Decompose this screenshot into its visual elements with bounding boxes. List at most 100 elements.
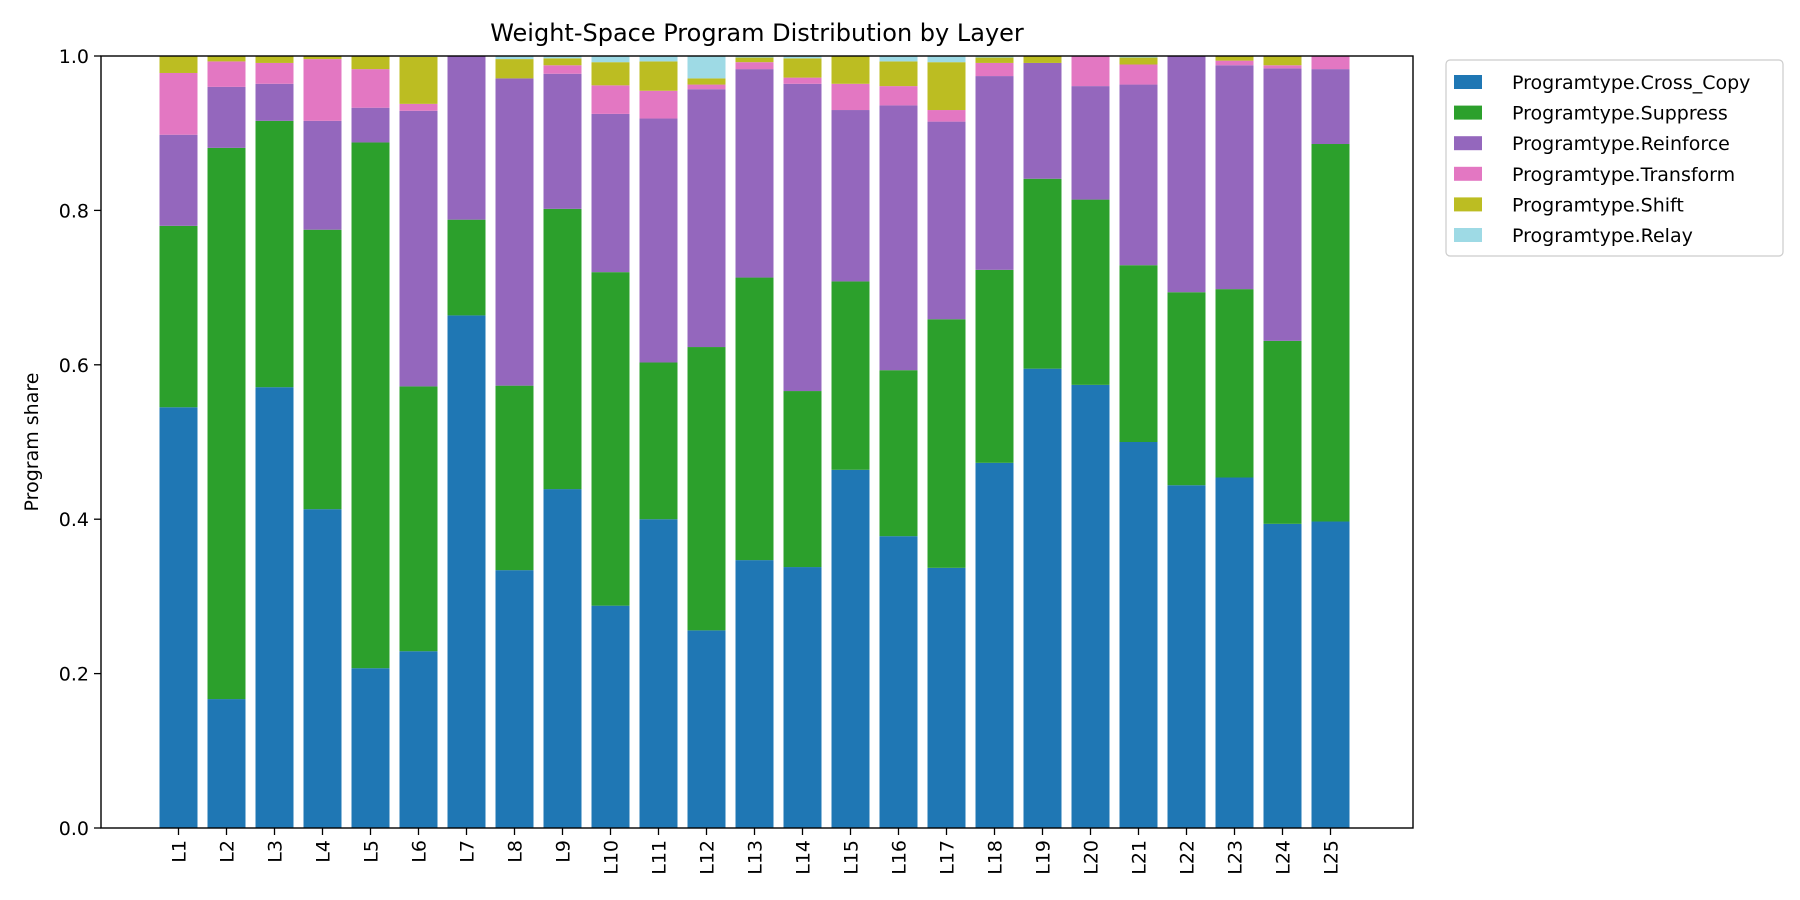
y-tick-label: 0.6: [59, 355, 89, 377]
bar-segment-L13-cross-copy: [735, 560, 774, 828]
bar-segment-L22-suppress: [1167, 292, 1206, 486]
bar-segment-L18-transform: [975, 62, 1014, 77]
bar-segment-L19-reinforce: [1023, 62, 1062, 179]
bar-segment-L25-cross-copy: [1311, 521, 1350, 828]
bar-segment-L14-reinforce: [783, 83, 822, 392]
bar-segment-L15-suppress: [831, 281, 870, 470]
y-axis: 0.0 0.2 0.4 0.6 0.8 1.0: [59, 46, 101, 840]
bar-segment-L14-transform: [783, 77, 822, 84]
bar-segment-L7-cross-copy: [447, 315, 486, 828]
bar-segment-L4-reinforce: [303, 120, 342, 230]
x-tick-label: L8: [505, 840, 527, 863]
x-tick-label: L25: [1321, 840, 1343, 875]
x-tick-label: L1: [169, 840, 191, 863]
y-tick-label: 0.8: [59, 200, 89, 222]
bar-segment-L23-cross-copy: [1215, 477, 1254, 828]
bar-segment-L24-transform: [1263, 65, 1302, 69]
bar-segment-L4-transform: [303, 59, 342, 121]
bar-segment-L19-suppress: [1023, 178, 1062, 369]
bar-segment-L24-shift: [1263, 56, 1302, 66]
bar-segment-L17-shift: [927, 62, 966, 111]
bar-segment-L16-cross-copy: [879, 536, 918, 828]
bar-segment-L22-cross-copy: [1167, 485, 1206, 828]
bar-segment-L21-reinforce: [1119, 84, 1158, 266]
x-tick-label: L18: [985, 840, 1007, 875]
x-tick-label: L2: [217, 840, 239, 863]
bar-segment-L13-relay: [735, 56, 774, 58]
bar-segment-L15-reinforce: [831, 110, 870, 282]
y-tick-label: 0.4: [59, 509, 89, 531]
bar-segment-L3-reinforce: [255, 83, 294, 121]
bar-segment-L3-transform: [255, 62, 294, 84]
bar-segment-L25-reinforce: [1311, 69, 1350, 144]
bar-segment-L11-cross-copy: [639, 519, 678, 828]
bar-segment-L16-suppress: [879, 370, 918, 537]
bar-segment-L2-transform: [207, 61, 246, 87]
x-tick-label: L5: [361, 840, 383, 863]
bar-segment-L8-cross-copy: [495, 570, 534, 828]
bar-segment-L19-cross-copy: [1023, 368, 1062, 828]
bar-segment-L8-reinforce: [495, 78, 534, 386]
legend-swatch: [1454, 136, 1482, 151]
bar-segment-L2-cross-copy: [207, 699, 246, 828]
bar-segment-L6-shift: [399, 56, 438, 104]
legend: Programtype.Cross_Copy Programtype.Suppre…: [1445, 59, 1784, 257]
bar-segment-L4-cross-copy: [303, 509, 342, 828]
legend-label: Programtype.Transform: [1512, 164, 1735, 186]
bar-segment-L8-relay: [495, 56, 534, 60]
bar-segment-L23-reinforce: [1215, 65, 1254, 290]
bars-layer: [159, 56, 1350, 828]
bar-segment-L20-reinforce: [1071, 86, 1110, 200]
bar-segment-L24-cross-copy: [1263, 523, 1302, 828]
bar-segment-L6-transform: [399, 103, 438, 111]
bar-segment-L1-shift: [159, 56, 198, 73]
bar-segment-L16-relay: [879, 56, 918, 62]
x-tick-label: L16: [889, 840, 911, 875]
bar-segment-L6-cross-copy: [399, 651, 438, 828]
bar-segment-L10-relay: [591, 56, 630, 63]
bar-segment-L2-suppress: [207, 147, 246, 700]
bar-segment-L10-shift: [591, 62, 630, 86]
bar-segment-L5-transform: [351, 69, 390, 108]
bar-segment-L12-reinforce: [687, 89, 726, 348]
x-tick-label: L24: [1273, 840, 1295, 875]
bar-segment-L24-reinforce: [1263, 68, 1302, 341]
y-tick-label: 1.0: [59, 46, 89, 68]
bar-segment-L21-relay: [1119, 56, 1158, 58]
bar-segment-L25-transform: [1311, 56, 1350, 70]
y-tick-label: 0.2: [59, 664, 89, 686]
bar-segment-L11-reinforce: [639, 118, 678, 363]
legend-swatch: [1454, 228, 1482, 242]
bar-segment-L13-shift: [735, 57, 774, 63]
bar-segment-L6-reinforce: [399, 110, 438, 387]
y-tick-label: 0.0: [59, 818, 89, 840]
bar-segment-L3-suppress: [255, 120, 294, 388]
bar-segment-L2-reinforce: [207, 86, 246, 148]
bar-segment-L7-reinforce: [447, 56, 486, 220]
x-tick-label: L10: [601, 840, 623, 875]
bar-segment-L1-cross-copy: [159, 407, 198, 828]
bar-segment-L20-suppress: [1071, 199, 1110, 385]
bar-segment-L10-suppress: [591, 272, 630, 606]
bar-segment-L15-transform: [831, 83, 870, 111]
bar-segment-L9-reinforce: [543, 73, 582, 209]
bar-segment-L9-suppress: [543, 208, 582, 490]
bar-segment-L25-suppress: [1311, 144, 1350, 522]
bar-segment-L5-cross-copy: [351, 668, 390, 828]
bar-segment-L5-suppress: [351, 142, 390, 669]
bar-segment-L17-suppress: [927, 319, 966, 568]
bar-segment-L17-transform: [927, 110, 966, 122]
x-tick-label: L14: [793, 840, 815, 875]
bar-segment-L11-suppress: [639, 362, 678, 520]
bar-segment-L6-suppress: [399, 386, 438, 652]
bar-segment-L9-relay: [543, 56, 582, 59]
bar-segment-L17-cross-copy: [927, 567, 966, 828]
bar-segment-L19-shift: [1023, 56, 1062, 63]
bar-segment-L21-cross-copy: [1119, 442, 1158, 828]
bar-segment-L21-transform: [1119, 64, 1158, 85]
bar-segment-L1-suppress: [159, 225, 198, 408]
bar-segment-L16-transform: [879, 86, 918, 106]
bar-segment-L15-cross-copy: [831, 469, 870, 828]
bar-segment-L9-shift: [543, 58, 582, 66]
